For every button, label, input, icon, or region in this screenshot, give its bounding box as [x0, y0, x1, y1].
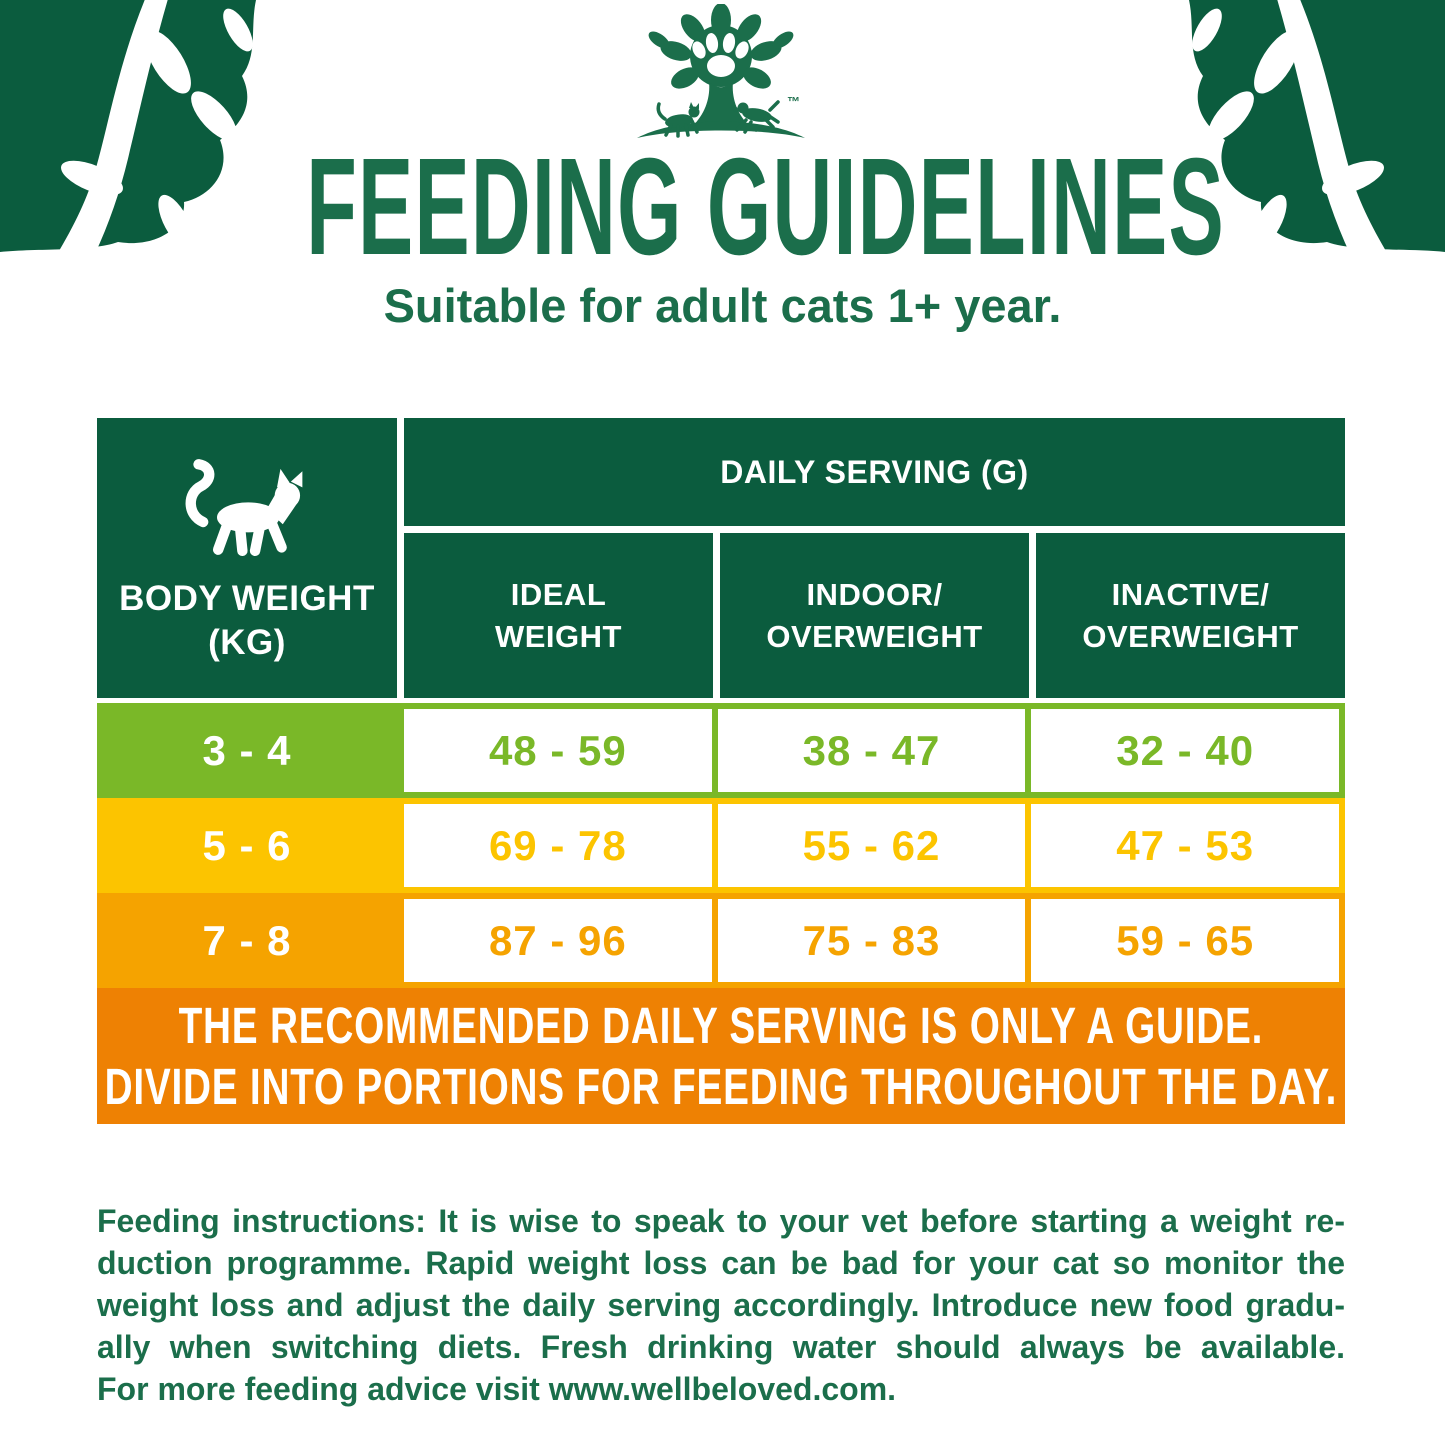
- leaf-decoration-top-left-icon: [0, 0, 256, 256]
- serving-guide-banner: THE RECOMMENDED DAILY SERVING IS ONLY A …: [97, 988, 1345, 1124]
- weight-range-cell: 3 - 4: [202, 726, 292, 774]
- weight-range-cell: 7 - 8: [202, 916, 292, 964]
- instructions-line: ally when switching diets. Fresh drinkin…: [97, 1329, 1345, 1365]
- daily-serving-header: DAILY SERVING (G): [404, 418, 1345, 526]
- body-weight-header-cell: BODY WEIGHT (KG): [97, 418, 397, 698]
- cat-walking-icon: [185, 459, 303, 557]
- instructions-line: For more feeding advice visit www.wellbe…: [97, 1371, 897, 1407]
- column-header-ideal-weight: IDEAL WEIGHT: [404, 533, 713, 698]
- serving-value-cell: 32 - 40: [1031, 709, 1340, 792]
- serving-value-cell: 38 - 47: [717, 709, 1026, 792]
- body-weight-label: BODY WEIGHT (KG): [119, 579, 375, 662]
- column-header-inactive-overweight: INACTIVE/ OVERWEIGHT: [1036, 533, 1345, 698]
- serving-value-cell: 87 - 96: [404, 899, 712, 982]
- feeding-instructions: Feeding instructions: It is wise to spea…: [97, 1200, 1345, 1410]
- table-row: 7 - 8 87 - 96 75 - 83 59 - 65: [97, 893, 1345, 988]
- trademark-symbol: ™: [787, 94, 800, 109]
- serving-value-cell: 47 - 53: [1031, 804, 1340, 887]
- table-body: 3 - 4 48 - 59 38 - 47 32 - 40 5 - 6 69 -…: [97, 703, 1345, 988]
- serving-value-cell: 55 - 62: [717, 804, 1026, 887]
- daily-serving-header-group: DAILY SERVING (G) IDEAL WEIGHT INDOOR/ O…: [404, 418, 1345, 698]
- leaf-decoration-top-right-icon: [1189, 0, 1445, 256]
- serving-value-cell: 48 - 59: [404, 709, 712, 792]
- instructions-line: Feeding instructions: It is wise to spea…: [97, 1203, 1345, 1239]
- serving-value-cell: 59 - 65: [1031, 899, 1340, 982]
- table-row: 3 - 4 48 - 59 38 - 47 32 - 40: [97, 703, 1345, 798]
- serving-value-cell: 69 - 78: [404, 804, 712, 887]
- serving-value-cell: 75 - 83: [717, 899, 1026, 982]
- page-title: FEEDING GUIDELINES: [306, 130, 1225, 284]
- brand-tree-paw-logo-icon: ™: [599, 3, 847, 154]
- instructions-line: weight loss and adjust the daily serving…: [97, 1287, 1345, 1323]
- banner-line-2: DIVIDE INTO PORTIONS FOR FEEDING THROUGH…: [104, 1058, 1338, 1115]
- page-subtitle: Suitable for adult cats 1+ year.: [383, 279, 1062, 332]
- instructions-line: duction programme. Rapid weight loss can…: [97, 1245, 1345, 1281]
- banner-line-1: THE RECOMMENDED DAILY SERVING IS ONLY A …: [178, 997, 1264, 1054]
- table-row: 5 - 6 69 - 78 55 - 62 47 - 53: [97, 798, 1345, 893]
- table-header: BODY WEIGHT (KG) DAILY SERVING (G) IDEAL…: [97, 418, 1345, 698]
- feeding-table: BODY WEIGHT (KG) DAILY SERVING (G) IDEAL…: [97, 418, 1345, 1124]
- weight-range-cell: 5 - 6: [202, 821, 292, 869]
- column-header-indoor-overweight: INDOOR/ OVERWEIGHT: [720, 533, 1029, 698]
